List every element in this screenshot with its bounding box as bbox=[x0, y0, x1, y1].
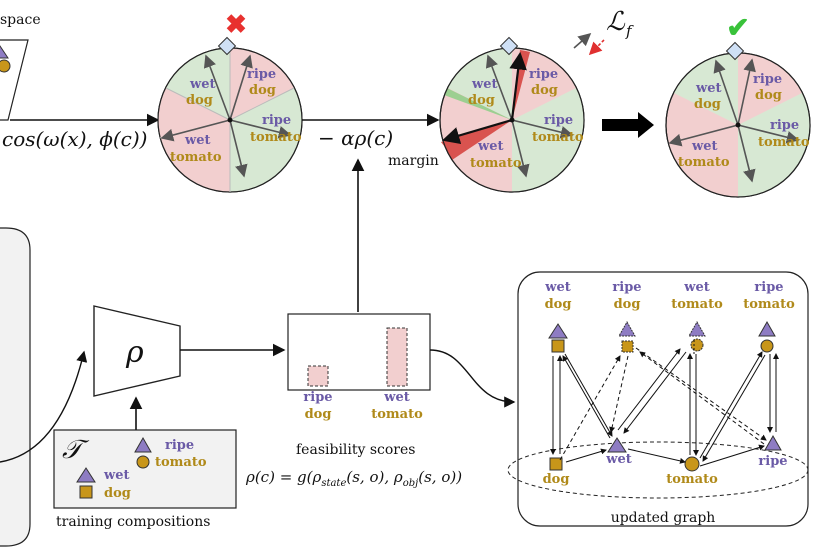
svg-text:dog: dog bbox=[305, 407, 332, 422]
svg-text:ripe: ripe bbox=[247, 67, 276, 82]
square-icon bbox=[621, 340, 634, 353]
svg-text:wet: wet bbox=[477, 139, 503, 154]
star-icon bbox=[0, 45, 9, 59]
svg-text:dog: dog bbox=[545, 297, 572, 312]
circle-icon bbox=[136, 455, 150, 469]
margin-label: margin bbox=[388, 153, 439, 169]
svg-text:tomato: tomato bbox=[671, 297, 723, 312]
svg-text:tomato: tomato bbox=[250, 130, 302, 145]
star-icon bbox=[758, 320, 776, 337]
svg-text:ripe: ripe bbox=[753, 72, 782, 87]
svg-text:tomato: tomato bbox=[532, 130, 584, 145]
svg-text:ripe: ripe bbox=[544, 113, 573, 128]
svg-text:dog: dog bbox=[104, 486, 131, 501]
svg-text:dog: dog bbox=[614, 297, 641, 312]
loss-subscript: f bbox=[625, 22, 634, 40]
svg-text:wet: wet bbox=[471, 77, 497, 92]
svg-text:wet: wet bbox=[383, 390, 409, 405]
graph-caption: updated graph bbox=[611, 510, 716, 526]
svg-text:tomato: tomato bbox=[155, 455, 207, 470]
score-bar-ripe-dog bbox=[307, 365, 329, 387]
svg-text:ripe: ripe bbox=[612, 280, 641, 295]
star-icon bbox=[764, 434, 782, 451]
wheel-initial: wet dog ripe dog ripe tomato wet tomato bbox=[157, 47, 303, 193]
star-icon bbox=[618, 320, 636, 337]
svg-text:ripe: ripe bbox=[165, 438, 194, 453]
wheel-margin: wet dog ripe dog ripe tomato wet tomato bbox=[439, 47, 585, 193]
graph-panel: wet dog ripe dog wet tomato ripe tomato … bbox=[507, 271, 809, 527]
feasibility-box: ripe dog wet tomato bbox=[287, 313, 431, 422]
svg-text:dog: dog bbox=[468, 93, 495, 108]
svg-text:ρ(c) = g(ρstate(s, o), ρobj(s,: ρ(c) = g(ρstate(s, o), ρobj(s, o)) bbox=[245, 468, 462, 489]
square-icon bbox=[549, 457, 563, 471]
svg-text:wet: wet bbox=[103, 468, 129, 483]
diamond-icon bbox=[499, 36, 519, 56]
training-caption: training compositions bbox=[56, 514, 210, 530]
cosine-equation: cos(ω(x), ϕ(c)) bbox=[2, 127, 147, 151]
wheel-updated: wet dog ripe dog ripe tomato wet tomato bbox=[665, 52, 811, 198]
svg-text:dog: dog bbox=[694, 97, 721, 112]
svg-text:wet: wet bbox=[683, 280, 709, 295]
svg-text:tomato: tomato bbox=[170, 150, 222, 165]
penalty-equation: − αρ(c) bbox=[318, 126, 393, 150]
circle-icon bbox=[760, 339, 774, 353]
curve-to-rho bbox=[0, 350, 88, 463]
space-label: space bbox=[0, 12, 41, 28]
rho-symbol: ρ bbox=[125, 335, 144, 370]
svg-text:wet: wet bbox=[184, 133, 210, 148]
svg-text:tomato: tomato bbox=[758, 135, 810, 150]
score-bar-wet-tomato bbox=[386, 327, 408, 387]
svg-text:wet: wet bbox=[691, 139, 717, 154]
diamond-icon bbox=[725, 41, 745, 61]
training-box: 𝒯 ripe tomato wet dog bbox=[53, 429, 237, 509]
svg-text:ripe: ripe bbox=[529, 67, 558, 82]
cross-icon: ✖ bbox=[225, 10, 247, 40]
feasibility-equation: ρ(c) = g(ρstate(s, o), ρobj(s, o)) bbox=[245, 468, 462, 489]
loss-gradient-arrow bbox=[573, 32, 592, 49]
svg-text:tomato: tomato bbox=[470, 156, 522, 171]
svg-text:ripe: ripe bbox=[303, 390, 332, 405]
svg-text:ripe: ripe bbox=[754, 280, 783, 295]
triangle-icon bbox=[76, 467, 96, 483]
triangle-icon bbox=[548, 323, 568, 339]
circle-icon bbox=[0, 59, 11, 73]
triangle-icon bbox=[688, 320, 706, 337]
svg-text:dog: dog bbox=[186, 93, 213, 108]
svg-text:dog: dog bbox=[249, 83, 276, 98]
loss-symbol: ℒ bbox=[606, 7, 626, 37]
svg-text:tomato: tomato bbox=[371, 407, 423, 422]
big-right-arrow bbox=[602, 112, 654, 138]
svg-text:ripe: ripe bbox=[770, 118, 799, 133]
check-icon: ✔ bbox=[726, 11, 749, 44]
svg-text:dog: dog bbox=[543, 472, 570, 487]
svg-text:dog: dog bbox=[531, 83, 558, 98]
svg-text:tomato: tomato bbox=[743, 297, 795, 312]
svg-text:wet: wet bbox=[189, 77, 215, 92]
svg-text:ripe: ripe bbox=[262, 113, 291, 128]
rho-network bbox=[93, 305, 181, 397]
loss-gradient-arrow-red bbox=[588, 39, 605, 56]
svg-text:wet: wet bbox=[544, 280, 570, 295]
circle-icon bbox=[684, 456, 700, 472]
svg-text:tomato: tomato bbox=[666, 472, 718, 487]
embedding-space: space bbox=[0, 12, 41, 121]
feasibility-caption: feasibility scores bbox=[296, 442, 415, 458]
left-panel bbox=[0, 227, 31, 547]
triangle-icon bbox=[607, 437, 627, 453]
svg-text:dog: dog bbox=[755, 88, 782, 103]
svg-text:wet: wet bbox=[605, 452, 631, 467]
svg-text:ripe: ripe bbox=[758, 454, 787, 469]
circle-icon bbox=[690, 338, 704, 352]
curve-to-graph bbox=[429, 349, 516, 408]
svg-text:wet: wet bbox=[695, 81, 721, 96]
svg-text:tomato: tomato bbox=[678, 155, 730, 170]
square-icon bbox=[79, 485, 93, 499]
square-icon bbox=[551, 339, 565, 353]
diamond-icon bbox=[217, 36, 237, 56]
star-icon bbox=[134, 436, 152, 453]
